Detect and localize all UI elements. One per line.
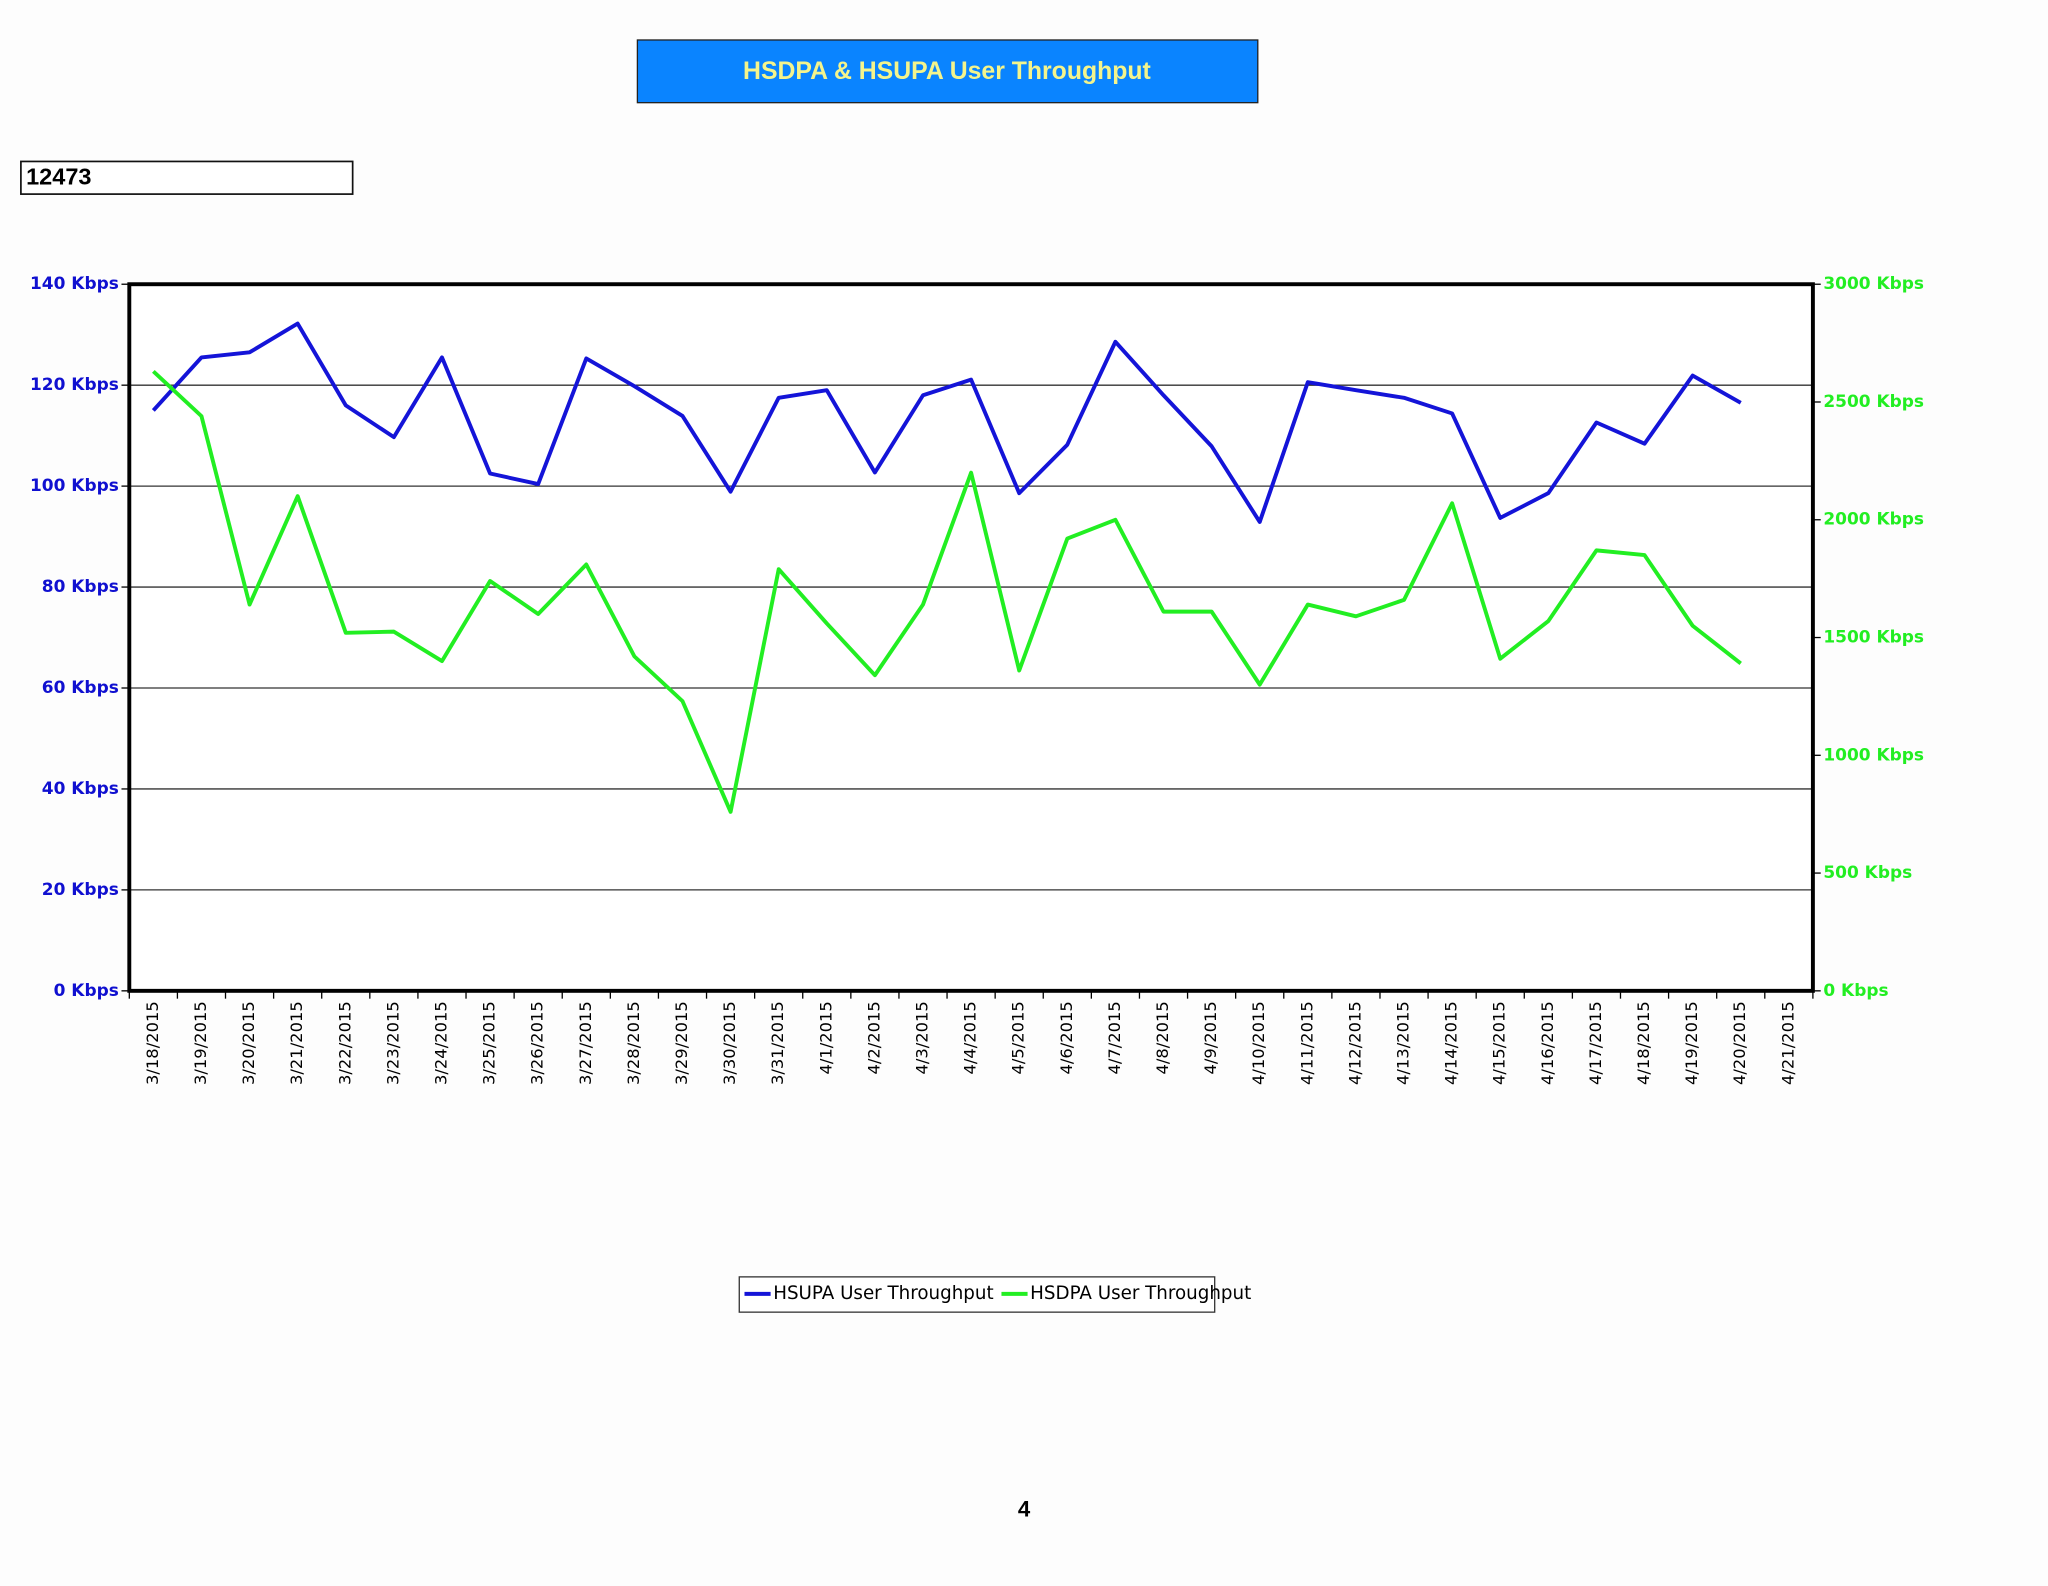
x-tick-label: 3/31/2015 [768, 1001, 787, 1085]
x-tick-label: 4/15/2015 [1490, 1001, 1509, 1085]
legend-label: HSDPA User Throughput [1030, 1283, 1251, 1304]
x-tick-label: 4/10/2015 [1249, 1001, 1268, 1085]
y-tick-label: 20 Kbps [42, 880, 119, 900]
y-tick-label: 120 Kbps [30, 375, 119, 395]
plot-background [129, 284, 1813, 991]
x-tick-label: 4/2/2015 [864, 1001, 883, 1074]
x-tick-label: 4/14/2015 [1442, 1001, 1461, 1085]
x-tick-label: 3/19/2015 [191, 1001, 210, 1085]
x-tick-label: 3/29/2015 [672, 1001, 691, 1085]
chart-title: HSDPA & HSUPA User Throughput [743, 58, 1151, 85]
id-label: 12473 [26, 164, 91, 190]
x-tick-label: 3/18/2015 [143, 1001, 162, 1085]
page-number: 4 [1018, 1497, 1031, 1522]
x-tick-label: 4/17/2015 [1586, 1001, 1605, 1085]
x-tick-label: 3/30/2015 [720, 1001, 739, 1085]
x-tick-label: 3/28/2015 [624, 1001, 643, 1085]
id-box [20, 160, 354, 195]
x-tick-label: 4/3/2015 [912, 1001, 931, 1074]
x-tick-label: 4/7/2015 [1105, 1001, 1124, 1074]
x-tick-label: 4/12/2015 [1345, 1001, 1364, 1085]
x-tick-label: 4/20/2015 [1730, 1001, 1749, 1085]
x-tick-label: 4/19/2015 [1682, 1001, 1701, 1085]
x-tick-label: 4/18/2015 [1634, 1001, 1653, 1085]
y2-tick-label: 1500 Kbps [1823, 628, 1924, 648]
y2-tick-label: 500 Kbps [1823, 863, 1912, 883]
x-tick-label: 3/25/2015 [480, 1001, 499, 1085]
x-tick-label: 4/6/2015 [1057, 1001, 1076, 1074]
x-tick-label: 3/21/2015 [287, 1001, 306, 1085]
x-tick-label: 3/20/2015 [239, 1001, 258, 1085]
y2-tick-label: 0 Kbps [1823, 981, 1888, 1001]
plot-border [127, 282, 1815, 993]
legend-box [738, 1276, 1216, 1313]
x-tick-label: 4/8/2015 [1153, 1001, 1172, 1074]
series-line [152, 369, 1742, 814]
x-tick-label: 4/1/2015 [816, 1001, 835, 1074]
plot-area: 0 Kbps 20 Kbps 40 Kbps 60 Kbps 80 Kbps 100 Kb… [30, 274, 1924, 1085]
x-tick-label: 4/5/2015 [1009, 1001, 1028, 1074]
y2-tick-label: 1000 Kbps [1823, 745, 1924, 765]
title-box [636, 39, 1259, 104]
x-tick-label: 4/11/2015 [1297, 1001, 1316, 1085]
y2-tick-label: 3000 Kbps [1823, 274, 1924, 294]
x-tick-label: 4/9/2015 [1201, 1001, 1220, 1074]
y2-tick-label: 2500 Kbps [1823, 392, 1924, 412]
y-tick-label: 40 Kbps [42, 779, 119, 799]
series-line [151, 321, 1742, 524]
y-tick-label: 140 Kbps [30, 274, 119, 294]
x-tick-label: 4/21/2015 [1778, 1001, 1797, 1085]
x-tick-label: 3/24/2015 [431, 1001, 450, 1085]
x-tick-label: 3/23/2015 [383, 1001, 402, 1085]
legend: HSUPA User Throughput HSDPA User Throughp… [738, 1276, 1251, 1313]
y2-tick-label: 2000 Kbps [1823, 510, 1924, 530]
x-tick-label: 3/26/2015 [528, 1001, 547, 1085]
x-tick-label: 4/13/2015 [1394, 1001, 1413, 1085]
x-tick-label: 3/22/2015 [335, 1001, 354, 1085]
y-tick-label: 80 Kbps [42, 577, 119, 597]
x-tick-label: 3/27/2015 [576, 1001, 595, 1085]
y-tick-label: 0 Kbps [54, 981, 119, 1001]
x-tick-label: 4/16/2015 [1538, 1001, 1557, 1085]
y-tick-label: 60 Kbps [42, 678, 119, 698]
legend-label: HSUPA User Throughput [773, 1283, 993, 1304]
x-tick-label: 4/4/2015 [961, 1001, 980, 1074]
y-tick-label: 100 Kbps [30, 476, 119, 496]
